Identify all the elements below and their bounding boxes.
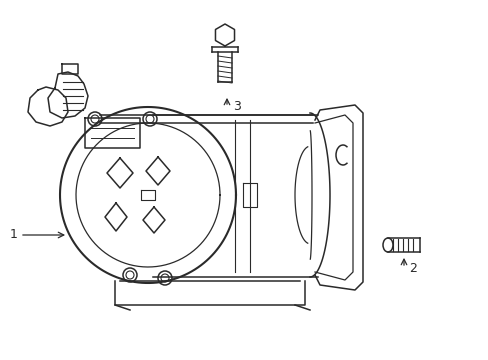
Text: 1: 1 [10,229,18,242]
Text: 3: 3 [232,100,241,113]
Text: 2: 2 [408,261,416,274]
